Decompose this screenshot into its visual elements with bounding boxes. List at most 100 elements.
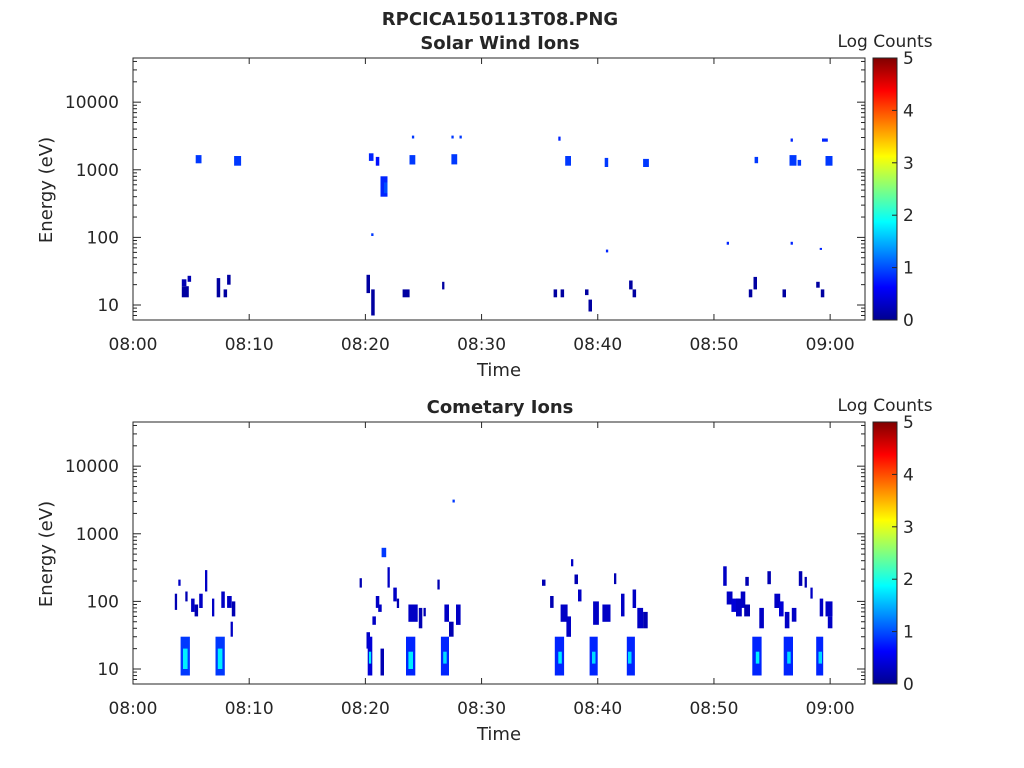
cometary-cell [723,566,727,586]
solar-wind-colorbar: 0 1 2 3 4 5 [872,49,914,331]
cometary-colorbar-scale [872,421,898,685]
cometary-cell [221,591,225,608]
solar-wind-cell [605,249,609,253]
solar-wind-cell [820,289,825,298]
solar-wind-cell [825,156,833,166]
solar-wind-cell [726,241,729,245]
cometary-cell [632,589,637,608]
cometary-cell [578,589,582,602]
cometary-cell [745,576,749,586]
panel-title-solar-wind: Solar Wind Ions [420,33,579,54]
cometary-cell [393,587,397,602]
solar-wind-cell [402,289,410,298]
solar-wind-cell [234,156,242,166]
cometary-cell [744,604,750,617]
cometary-cell [767,571,771,585]
cometary-cell [779,601,784,617]
cometary-cell [199,593,203,608]
cometary-cell [560,604,568,622]
cometary-cell [387,567,390,588]
solar-wind-y-axis-label: Energy (eV) [36,137,57,243]
solar-wind-cell [816,281,820,288]
cometary-cell [637,607,644,629]
cometary-cell [759,607,764,629]
cometary-cell [408,604,418,622]
cometary-cell [574,574,578,585]
solar-wind-cell [451,154,458,165]
solar-wind-cell [643,158,649,167]
cometary-colorbar: 0 1 2 3 4 5 [872,413,914,695]
solar-wind-x-tick-label: 09:00 [806,335,855,355]
cometary-cell [571,559,574,567]
solar-wind-x-axis-label: Time [476,360,521,381]
cometary-colorbar-tick-label: 1 [903,623,914,643]
solar-wind-cell [411,135,415,139]
solar-wind-colorbar-tick-label: 2 [903,206,914,226]
solar-wind-colorbar-scale [872,57,898,321]
cometary-cell [592,651,596,664]
cometary-cell [205,570,208,592]
solar-wind-cell [216,278,221,298]
cometary-cell [396,598,400,608]
solar-wind-cell [790,138,793,142]
cometary-x-tick-label: 08:10 [225,699,274,719]
cometary-cell [798,571,803,586]
solar-wind-cell [754,156,759,164]
solar-wind-x-tick-label: 08:20 [341,335,390,355]
solar-wind-cell [187,275,192,282]
cometary-y-tick-label: 100 [87,592,119,612]
solar-wind-x-tick-label: 08:10 [225,335,274,355]
solar-wind-colorbar-tick-label: 3 [903,154,914,174]
cometary-cell [212,598,215,617]
cometary-cell [378,604,382,612]
cometary-y-tick-label: 1000 [76,525,119,545]
cometary-y-tick-label: 10 [97,660,119,680]
solar-wind-cell [789,155,797,166]
cometary-cell [183,648,188,669]
solar-wind-cell [565,156,571,166]
cometary-colorbar-label: Log Counts [837,396,932,416]
cometary-x-tick-label: 08:30 [457,699,506,719]
solar-wind-cell [195,155,202,164]
figure-title: RPCICA150113T08.PNG [382,9,618,30]
cometary-cell [178,579,181,586]
solar-wind-cell [181,279,187,287]
solar-wind-ions-panel: Solar Wind Ions 08:00 08:10 08:20 08:30 08:4… [36,32,933,381]
cometary-plot-area [132,421,866,685]
cometary-cell [726,591,733,605]
solar-wind-cell [604,157,609,167]
cometary-cell [381,547,387,558]
cometary-cell [614,573,617,585]
cometary-cell [784,611,790,629]
cometary-x-tick-label: 08:40 [573,699,622,719]
solar-wind-x-tick-label: 08:50 [689,335,738,355]
cometary-cell [217,648,223,669]
cometary-cell [791,607,797,622]
cometary-cell [437,579,440,590]
solar-wind-colorbar-label: Log Counts [837,32,932,52]
cometary-cell [736,598,742,617]
cometary-cell [774,593,781,608]
solar-wind-cell [782,289,786,298]
cometary-cell [191,598,195,612]
solar-wind-y-tick-label: 10000 [65,93,119,113]
cometary-cell [740,591,746,608]
cometary-axis-ticks: 08:00 08:10 08:20 08:30 08:40 08:50 09:00 10 100… [65,422,865,719]
cometary-cell [827,616,833,629]
cometary-cell [418,607,423,629]
solar-wind-colorbar-tick-label: 1 [903,259,914,279]
solar-wind-cell [384,182,388,194]
cometary-x-tick-label: 08:50 [689,699,738,719]
panel-title-cometary: Cometary Ions [427,397,574,418]
solar-wind-cell [790,241,793,245]
cometary-cell [787,651,791,664]
solar-wind-cell [585,289,589,296]
cometary-cell [550,596,554,608]
cometary-cell [755,651,760,664]
solar-wind-cell [409,155,416,165]
solar-wind-cell [819,247,822,250]
cometary-cell [449,621,454,637]
cometary-colorbar-tick-label: 0 [903,675,914,695]
cometary-cell [810,587,813,599]
